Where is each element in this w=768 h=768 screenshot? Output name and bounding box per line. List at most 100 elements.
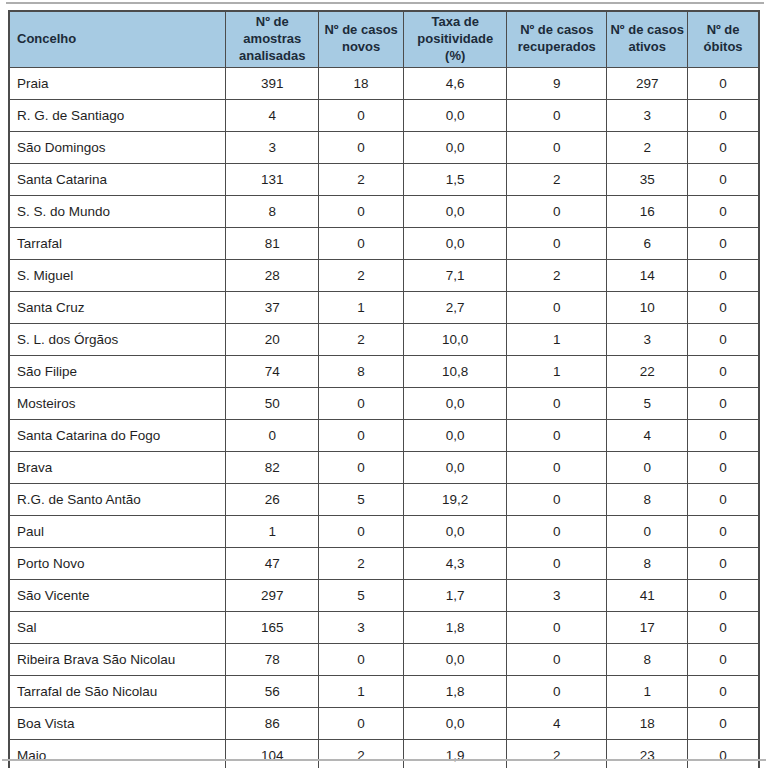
- cell-casos-novos: 0: [319, 195, 404, 227]
- cell-casos-novos: 3: [319, 611, 404, 643]
- cell-casos-recuperados: 0: [507, 99, 607, 131]
- cell-casos-recuperados: 0: [507, 643, 607, 675]
- table-row: S. S. do Mundo 8 0 0,0 0 16 0: [9, 195, 759, 227]
- cell-casos-novos: 0: [319, 643, 404, 675]
- cell-casos-ativos: 23: [607, 739, 688, 768]
- col-header-amostras-analisadas: Nº de amostras analisadas: [226, 11, 319, 67]
- cell-amostras-analisadas: 104: [226, 739, 319, 768]
- cell-concelho: Santa Cruz: [9, 291, 226, 323]
- table-row: Tarrafal 81 0 0,0 0 6 0: [9, 227, 759, 259]
- cell-obitos: 0: [688, 163, 759, 195]
- table-row: R. G. de Santiago 4 0 0,0 0 3 0: [9, 99, 759, 131]
- table-row: São Domingos 3 0 0,0 0 2 0: [9, 131, 759, 163]
- top-divider: [6, 2, 764, 4]
- table-row: São Filipe 74 8 10,8 1 22 0: [9, 355, 759, 387]
- cell-concelho: S. Miguel: [9, 259, 226, 291]
- cell-casos-recuperados: 2: [507, 163, 607, 195]
- cell-casos-novos: 2: [319, 259, 404, 291]
- cell-casos-ativos: 8: [607, 547, 688, 579]
- cell-amostras-analisadas: 86: [226, 707, 319, 739]
- cell-amostras-analisadas: 3: [226, 131, 319, 163]
- cell-concelho: Sal: [9, 611, 226, 643]
- table-row: S. Miguel 28 2 7,1 2 14 0: [9, 259, 759, 291]
- cell-amostras-analisadas: 81: [226, 227, 319, 259]
- table-row: Santa Catarina 131 2 1,5 2 35 0: [9, 163, 759, 195]
- cell-taxa-positividade: 19,2: [403, 483, 506, 515]
- cell-casos-recuperados: 1: [507, 355, 607, 387]
- cell-casos-recuperados: 3: [507, 579, 607, 611]
- cell-amostras-analisadas: 56: [226, 675, 319, 707]
- cell-taxa-positividade: 1,8: [403, 611, 506, 643]
- cell-taxa-positividade: 10,0: [403, 323, 506, 355]
- cell-casos-recuperados: 0: [507, 451, 607, 483]
- cell-taxa-positividade: 0,0: [403, 227, 506, 259]
- cell-casos-ativos: 16: [607, 195, 688, 227]
- cell-taxa-positividade: 1,9: [403, 739, 506, 768]
- cell-obitos: 0: [688, 483, 759, 515]
- cell-casos-recuperados: 0: [507, 611, 607, 643]
- cell-amostras-analisadas: 131: [226, 163, 319, 195]
- cell-casos-ativos: 5: [607, 387, 688, 419]
- cell-obitos: 0: [688, 259, 759, 291]
- cell-obitos: 0: [688, 99, 759, 131]
- table-body: Praia 391 18 4,6 9 297 0 R. G. de Santia…: [9, 67, 759, 768]
- cell-amostras-analisadas: 28: [226, 259, 319, 291]
- col-header-casos-novos: Nº de casos novos: [319, 11, 404, 67]
- cell-obitos: 0: [688, 291, 759, 323]
- cell-obitos: 0: [688, 227, 759, 259]
- col-header-taxa-positividade: Taxa de positividade (%): [403, 11, 506, 67]
- cell-amostras-analisadas: 78: [226, 643, 319, 675]
- cell-concelho: Santa Catarina: [9, 163, 226, 195]
- cell-amostras-analisadas: 47: [226, 547, 319, 579]
- cell-taxa-positividade: 0,0: [403, 451, 506, 483]
- cell-amostras-analisadas: 20: [226, 323, 319, 355]
- cell-concelho: Tarrafal de São Nicolau: [9, 675, 226, 707]
- table-row: S. L. dos Órgãos 20 2 10,0 1 3 0: [9, 323, 759, 355]
- cell-concelho: Brava: [9, 451, 226, 483]
- cell-concelho: Ribeira Brava São Nicolau: [9, 643, 226, 675]
- cell-concelho: S. L. dos Órgãos: [9, 323, 226, 355]
- cell-obitos: 0: [688, 451, 759, 483]
- cell-casos-novos: 0: [319, 387, 404, 419]
- cell-taxa-positividade: 2,7: [403, 291, 506, 323]
- cell-obitos: 0: [688, 707, 759, 739]
- cell-obitos: 0: [688, 643, 759, 675]
- cell-casos-novos: 2: [319, 547, 404, 579]
- cell-casos-recuperados: 9: [507, 67, 607, 99]
- cell-casos-ativos: 297: [607, 67, 688, 99]
- table-row: Brava 82 0 0,0 0 0 0: [9, 451, 759, 483]
- cell-amostras-analisadas: 4: [226, 99, 319, 131]
- cell-concelho: S. S. do Mundo: [9, 195, 226, 227]
- table-row: Sal 165 3 1,8 0 17 0: [9, 611, 759, 643]
- cell-casos-ativos: 8: [607, 643, 688, 675]
- cell-casos-ativos: 0: [607, 515, 688, 547]
- cell-casos-novos: 18: [319, 67, 404, 99]
- cell-obitos: 0: [688, 611, 759, 643]
- table-row: Ribeira Brava São Nicolau 78 0 0,0 0 8 0: [9, 643, 759, 675]
- cell-taxa-positividade: 0,0: [403, 707, 506, 739]
- cell-casos-ativos: 41: [607, 579, 688, 611]
- cell-obitos: 0: [688, 355, 759, 387]
- cell-obitos: 0: [688, 419, 759, 451]
- cell-casos-ativos: 2: [607, 131, 688, 163]
- cell-taxa-positividade: 0,0: [403, 131, 506, 163]
- cell-casos-ativos: 3: [607, 99, 688, 131]
- col-header-casos-ativos: Nº de casos ativos: [607, 11, 688, 67]
- cell-casos-recuperados: 0: [507, 515, 607, 547]
- cell-taxa-positividade: 1,7: [403, 579, 506, 611]
- cell-amostras-analisadas: 0: [226, 419, 319, 451]
- table-row: Mosteiros 50 0 0,0 0 5 0: [9, 387, 759, 419]
- cell-concelho: R.G. de Santo Antão: [9, 483, 226, 515]
- cell-obitos: 0: [688, 675, 759, 707]
- cell-casos-ativos: 18: [607, 707, 688, 739]
- cell-casos-recuperados: 4: [507, 707, 607, 739]
- cell-casos-novos: 0: [319, 131, 404, 163]
- cell-obitos: 0: [688, 515, 759, 547]
- cell-amostras-analisadas: 74: [226, 355, 319, 387]
- cell-taxa-positividade: 4,3: [403, 547, 506, 579]
- cell-taxa-positividade: 10,8: [403, 355, 506, 387]
- cell-casos-novos: 5: [319, 483, 404, 515]
- cell-amostras-analisadas: 165: [226, 611, 319, 643]
- cell-taxa-positividade: 0,0: [403, 643, 506, 675]
- cell-casos-novos: 2: [319, 739, 404, 768]
